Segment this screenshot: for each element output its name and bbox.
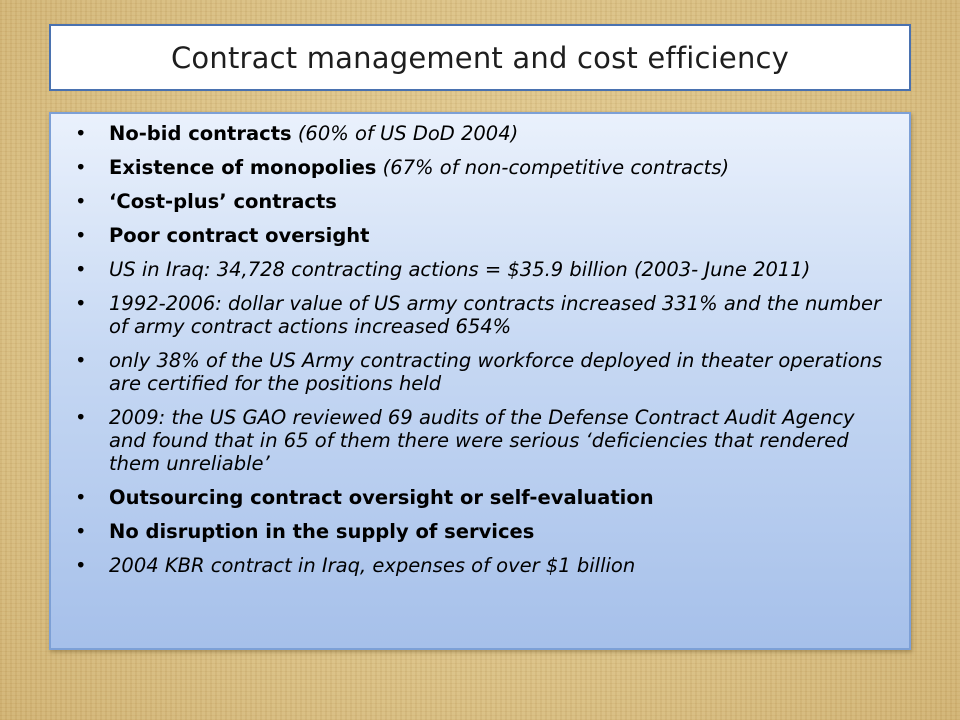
bullet-bold-text: Outsourcing contract oversight or self-e… <box>109 486 654 509</box>
bullet-dot: • <box>75 156 87 179</box>
bullet-item-army-contracts: • 1992-2006: dollar value of US army con… <box>73 292 885 338</box>
bullet-dot: • <box>75 292 87 315</box>
bullet-italic-text: (67% of non-competitive contracts) <box>376 156 730 179</box>
bullet-bold-text: No disruption in the supply of services <box>109 520 535 543</box>
bullet-item-no-disruption: • No disruption in the supply of service… <box>73 520 885 543</box>
bullet-item-oversight: • Poor contract oversight <box>73 224 885 247</box>
bullet-item-iraq-actions: • US in Iraq: 34,728 contracting actions… <box>73 258 885 281</box>
bullet-dot: • <box>75 349 87 372</box>
bullet-italic-text: 1992-2006: dollar value of US army contr… <box>109 292 882 338</box>
bullet-dot: • <box>75 258 87 281</box>
bullet-italic-text: 2004 KBR contract in Iraq, expenses of o… <box>109 554 636 577</box>
bullet-dot: • <box>75 190 87 213</box>
bullet-bold-text: Existence of monopolies <box>109 156 377 179</box>
bullet-italic-text: 2009: the US GAO reviewed 69 audits of t… <box>109 406 855 475</box>
bullet-item-kbr: • 2004 KBR contract in Iraq, expenses of… <box>73 554 885 577</box>
bullet-item-cost-plus: • ‘Cost-plus’ contracts <box>73 190 885 213</box>
slide-title: Contract management and cost efficiency <box>170 40 790 75</box>
content-box: • No-bid contracts (60% of US DoD 2004) … <box>49 112 911 650</box>
bullet-dot: • <box>75 520 87 543</box>
bullet-item-workforce: • only 38% of the US Army contracting wo… <box>73 349 885 395</box>
bullet-italic-text: only 38% of the US Army contracting work… <box>109 349 883 395</box>
bullet-item-gao-audits: • 2009: the US GAO reviewed 69 audits of… <box>73 406 885 475</box>
bullet-dot: • <box>75 122 87 145</box>
bullet-italic-text: (60% of US DoD 2004) <box>291 122 519 145</box>
bullet-list: • No-bid contracts (60% of US DoD 2004) … <box>73 122 885 577</box>
bullet-dot: • <box>75 554 87 577</box>
bullet-bold-text: Poor contract oversight <box>109 224 370 247</box>
title-box: Contract management and cost efficiency <box>49 24 911 91</box>
bullet-dot: • <box>75 224 87 247</box>
bullet-dot: • <box>75 406 87 429</box>
bullet-item-no-bid: • No-bid contracts (60% of US DoD 2004) <box>73 122 885 145</box>
bullet-item-outsourcing: • Outsourcing contract oversight or self… <box>73 486 885 509</box>
bullet-bold-text: ‘Cost-plus’ contracts <box>109 190 337 213</box>
bullet-italic-text: US in Iraq: 34,728 contracting actions =… <box>109 258 811 281</box>
bullet-dot: • <box>75 486 87 509</box>
bullet-bold-text: No-bid contracts <box>109 122 292 145</box>
bullet-item-monopolies: • Existence of monopolies (67% of non-co… <box>73 156 885 179</box>
